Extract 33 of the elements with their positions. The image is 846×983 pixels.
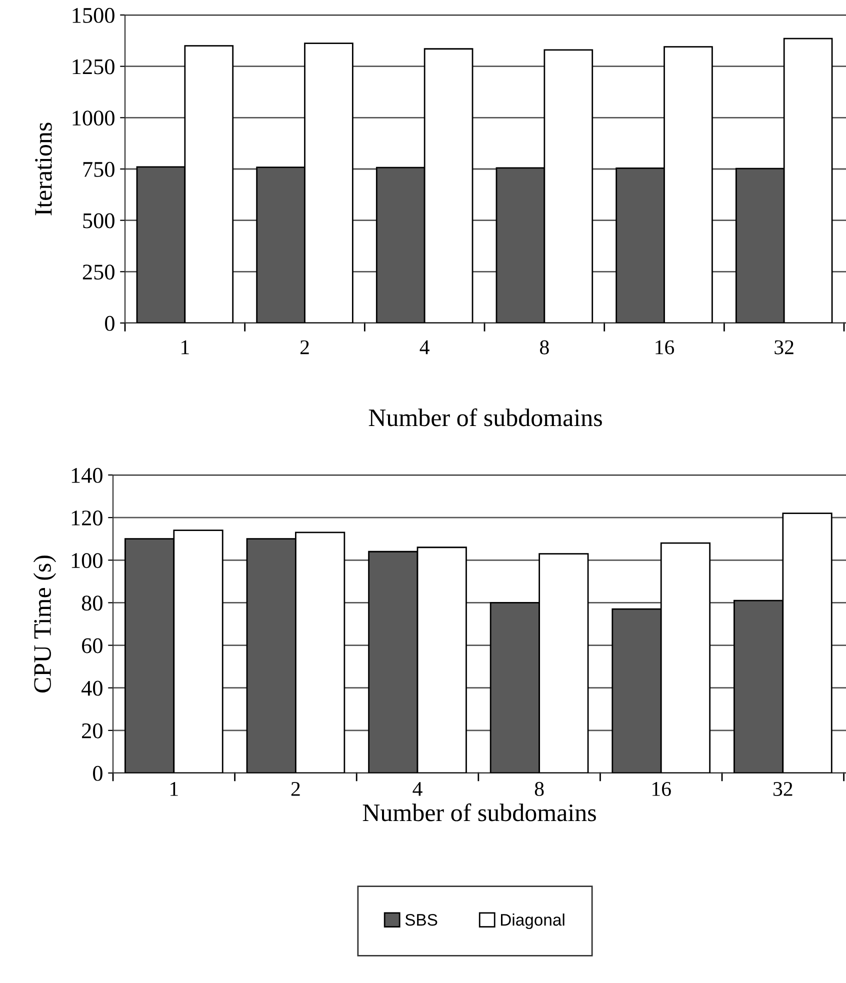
y-tick-label: 500 — [83, 213, 114, 228]
y-tick-label: 140 — [72, 468, 102, 483]
x-axis-title: Number of subdomains — [362, 803, 596, 822]
x-axis-title: Number of subdomains — [368, 408, 602, 426]
x-tick-label: 1 — [170, 782, 178, 796]
y-tick-label: 60 — [82, 638, 102, 654]
y-axis-title: CPU Time (s) — [33, 556, 56, 692]
x-tick-label: 32 — [773, 782, 792, 796]
x-tick-label: 8 — [540, 340, 549, 354]
legend-label: SBS — [405, 914, 438, 926]
x-tick-label: 1 — [182, 340, 189, 354]
y-tick-label: 1500 — [72, 8, 114, 23]
y-tick-label: 80 — [82, 596, 102, 611]
y-tick-label: 1000 — [72, 110, 114, 126]
y-axis-title: Iterations — [35, 122, 52, 216]
y-tick-label: 750 — [83, 162, 114, 177]
y-tick-label: 20 — [82, 723, 102, 738]
y-tick-label: 100 — [72, 553, 102, 568]
y-tick-label: 120 — [72, 510, 102, 526]
y-tick-label: 0 — [105, 316, 114, 331]
x-tick-label: 16 — [656, 340, 674, 354]
x-tick-label: 16 — [652, 782, 671, 796]
legend-label: Diagonal — [500, 914, 564, 930]
x-tick-label: 8 — [534, 782, 544, 796]
x-tick-label: 32 — [774, 340, 794, 354]
x-tick-label: 4 — [420, 340, 430, 354]
x-tick-label: 2 — [291, 782, 300, 796]
x-tick-label: 4 — [412, 782, 422, 796]
x-tick-label: 2 — [300, 340, 309, 354]
y-tick-label: 1250 — [72, 59, 114, 74]
y-tick-label: 250 — [82, 264, 114, 280]
y-tick-label: 40 — [81, 680, 102, 696]
y-tick-label: 0 — [93, 766, 102, 781]
